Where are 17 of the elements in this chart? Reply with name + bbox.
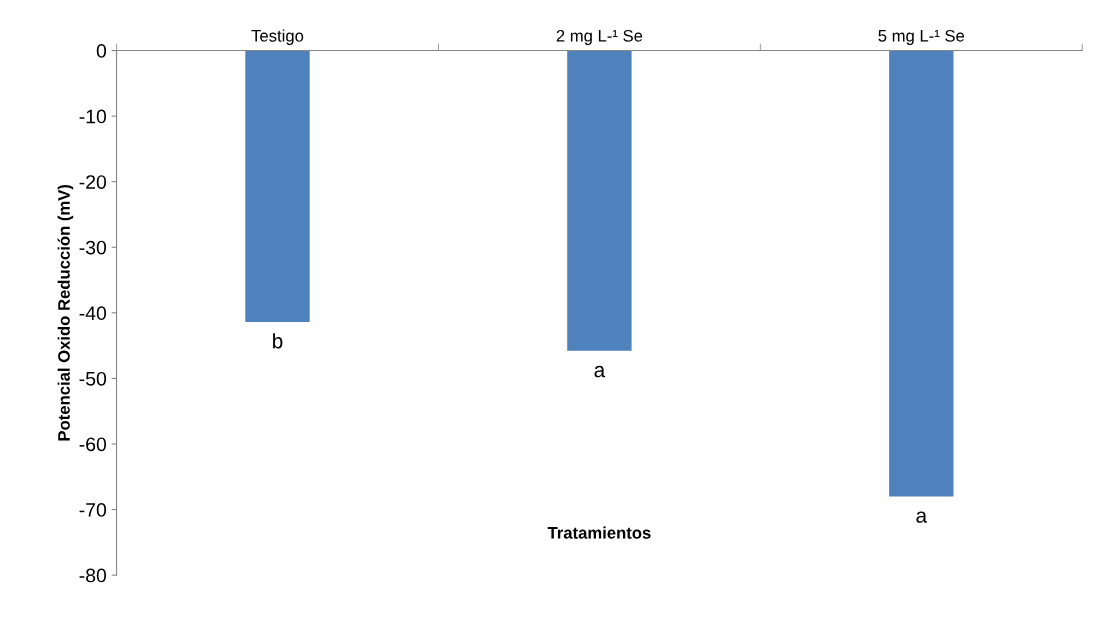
y-tick-label: -60 — [79, 437, 107, 452]
annotation: b — [273, 333, 283, 349]
y-axis-title: Potencial Oxido Reducción (mV) — [57, 184, 74, 441]
annotation: a — [594, 365, 606, 378]
y-tick-label: -30 — [79, 240, 107, 255]
x-tick-label: 5 mg L-¹ Se — [878, 29, 965, 45]
x-tick-label: 2 mg L-¹ Se — [556, 29, 643, 45]
y-tick-label: -40 — [79, 306, 107, 321]
y-tick-label: -80 — [79, 568, 107, 583]
x-axis-title: Tratamientos — [547, 526, 651, 539]
x-tick-label: Testigo — [251, 29, 304, 45]
y-tick-label: -70 — [79, 503, 107, 517]
y-tick-label: -20 — [79, 175, 107, 189]
y-tick-label: -10 — [79, 109, 107, 124]
annotation: a — [916, 511, 928, 523]
y-tick-label: 0 — [96, 44, 107, 58]
y-tick-label: -50 — [79, 371, 107, 386]
